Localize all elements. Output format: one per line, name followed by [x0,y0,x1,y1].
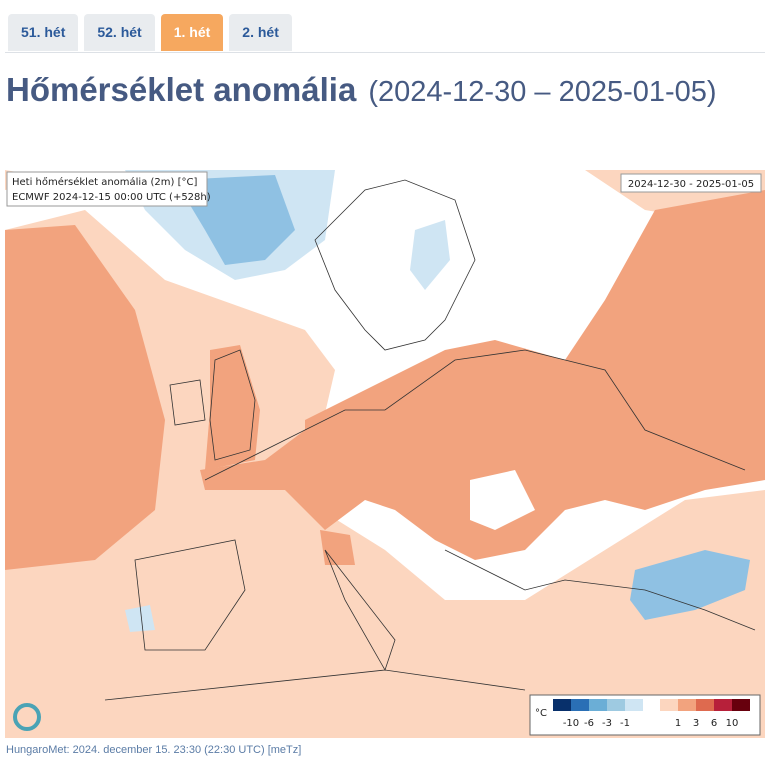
legend-label: 10 [726,718,739,729]
tab[interactable]: 51. hét [8,14,79,51]
warm-area [5,225,165,570]
date-box [620,173,762,193]
warm-area [200,190,765,560]
legend-swatches [553,699,750,711]
neutral-area [470,470,535,530]
date-range: 2024-12-30 - 2025-01-05 [628,179,754,190]
legend-unit: °C [535,708,547,719]
warm-area [320,530,355,565]
legend-label: 6 [711,718,717,729]
coastlines [104,179,756,701]
heading: Hőmérséklet anomália (2024-12-30 – 2025-0… [6,70,746,112]
period: (2024-12-30 – 2025-01-05) [368,76,717,108]
tab-bar: 51. hét 52. hét 1. hét 2. hét [8,14,292,51]
legend-label: -3 [602,718,612,729]
legend-label: 1 [675,718,681,729]
warm-area-light [5,210,765,738]
caption: Heti hőmérséklet anomália (2m) [°C] [12,176,197,188]
cold-area [630,550,750,620]
tab[interactable]: 2. hét [229,14,292,51]
cold-area-light [125,605,155,632]
cold-area-light [410,220,450,290]
tab-active[interactable]: 1. hét [160,14,224,51]
legend-label: -10 [563,718,579,729]
footer: HungaroMet: 2024. december 15. 23:30 (22… [6,744,302,756]
legend-label: -6 [584,718,594,729]
divider [5,52,765,53]
caption: ECMWF 2024-12-15 00:00 UTC (+528h) [12,192,211,203]
title: Hőmérséklet anomália [6,71,357,108]
tab[interactable]: 52. hét [84,14,155,51]
legend-label: -1 [620,718,630,729]
warm-area [205,345,260,470]
map: Heti hőmérséklet anomália (2m) [°C] ECMW… [5,170,765,738]
legend-label: 3 [693,718,699,729]
caption-box [6,171,208,207]
logo [13,703,41,731]
